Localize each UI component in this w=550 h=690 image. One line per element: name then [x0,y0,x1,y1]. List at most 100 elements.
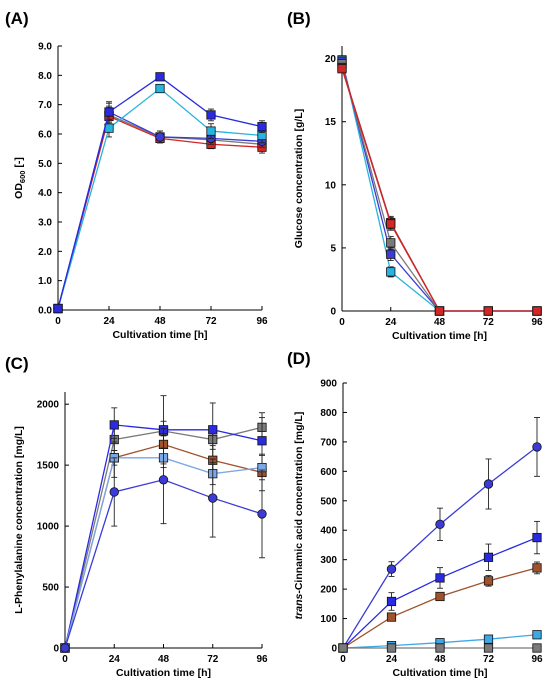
series-line [57,114,263,309]
y-axis-label: trans-Cinnamic acid concentration [mg/L] [293,412,305,620]
y-tick-label: 9.0 [38,42,52,53]
x-tick-label: 24 [103,316,115,327]
y-tick-label: 100 [320,614,337,625]
data-point [338,643,348,653]
x-tick-label: 24 [109,654,121,665]
data-point [155,132,165,142]
data-point [532,630,542,640]
data-point [206,126,216,136]
y-tick-label: 1500 [37,461,60,472]
x-tick-label: 96 [256,654,268,665]
data-point [386,249,396,259]
data-point [155,83,165,94]
series-4 [337,62,542,316]
series-line [57,115,263,309]
data-point [208,425,218,435]
data-point [532,532,542,543]
y-tick-label: 300 [320,555,337,566]
y-tick-label: 1000 [37,522,60,533]
y-tick-label: 600 [320,467,337,478]
y-tick-label: 15 [325,117,337,128]
panel-letter: (D) [287,349,311,368]
data-point [532,442,542,452]
x-tick-label: 0 [62,654,68,665]
series-5 [53,72,267,314]
y-tick-label: 6.0 [38,130,52,141]
y-tick-label: 1.0 [38,276,52,287]
y-tick-label: 700 [320,437,337,448]
y-tick-label: 3.0 [38,218,52,229]
data-point [386,267,396,277]
y-tick-label: 10 [325,180,337,191]
y-tick-label: 500 [42,583,59,594]
data-point [208,493,218,503]
chart-panel-c: (C) 0 500 1000 1500 2000 0 24 48 72 96 Cultivation … [5,354,268,679]
data-point [435,643,445,653]
y-axis-label: OD600 [-] [13,157,27,199]
series-5 [60,435,267,653]
y-tick-label: 0.0 [38,306,52,317]
data-point [109,487,119,497]
data-point [386,596,397,607]
y-tick-label: 5.0 [38,159,52,170]
data-point [435,519,445,530]
series-line [342,446,538,649]
series-line [57,75,263,309]
series-2 [337,56,542,316]
x-tick-label: 48 [158,654,170,665]
series-line [57,87,263,309]
data-point [155,72,165,82]
x-tick-label: 0 [340,654,346,665]
x-axis-label: Cultivation time [h] [392,330,487,342]
y-axis-label: Glucose concentration [g/L] [293,109,305,248]
x-tick-label: 96 [531,317,543,328]
x-tick-label: 0 [339,317,345,328]
panel-letter: (A) [5,9,29,28]
x-tick-label: 72 [207,654,219,665]
data-point [435,591,445,602]
y-tick-label: 0 [53,644,59,655]
x-tick-label: 24 [386,654,398,665]
x-tick-label: 48 [434,654,446,665]
data-point [337,64,347,74]
data-point [532,563,542,573]
y-tick-label: 7.0 [38,100,52,111]
data-point [257,436,267,446]
x-tick-label: 96 [531,654,543,665]
y-tick-label: 0 [330,307,336,318]
y-tick-label: 2.0 [38,247,52,258]
chart-panel-a: (A) 0.0 1.0 2.0 3.0 4.0 5.0 6.0 7.0 8.0 9.0 0 24 48 72… [5,9,268,341]
data-point [386,219,396,229]
chart-panel-d: (D) 0 100 200 300 400 500 600 700 800 900 0 24 48 72 96… [287,349,543,679]
data-point [532,306,542,316]
series-1 [337,55,542,316]
y-tick-label: 20 [325,54,337,65]
series-1 [338,417,542,653]
data-point [386,643,397,653]
x-tick-label: 0 [55,316,61,327]
series-5 [338,643,542,653]
series-5 [337,64,542,316]
data-point [483,643,494,653]
y-axis-label: L-Phenylalanine concentration [mg/L] [13,426,25,614]
y-tick-label: 0 [331,644,337,655]
data-point [483,479,494,489]
y-tick-label: 400 [320,526,337,537]
data-point [435,573,445,583]
data-point [483,306,493,316]
series-3 [337,59,542,316]
data-point [257,122,267,132]
x-axis-label: Cultivation time [h] [112,329,207,341]
x-tick-label: 24 [385,317,397,328]
y-tick-label: 5 [330,243,336,254]
x-tick-label: 48 [154,316,166,327]
y-tick-label: 2000 [37,400,60,411]
x-tick-label: 72 [483,317,495,328]
data-point [53,303,63,314]
series-4 [53,83,267,314]
data-point [532,643,542,653]
data-point [434,306,445,316]
data-point [386,612,397,622]
data-point [386,238,396,248]
